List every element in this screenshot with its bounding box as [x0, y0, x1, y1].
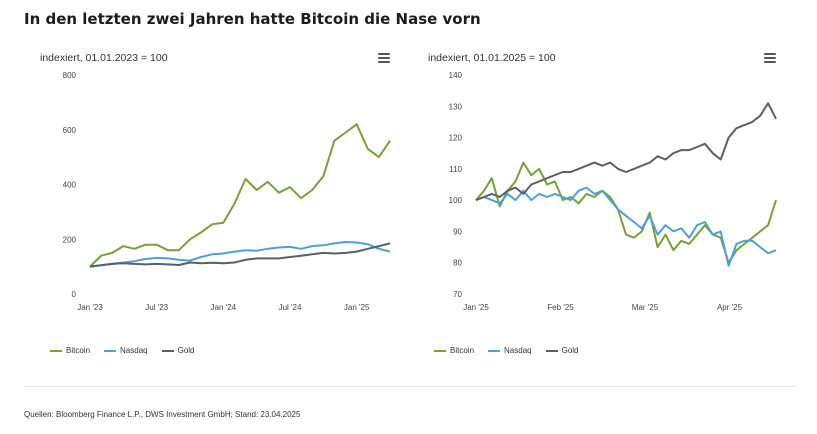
- x-tick-label: Jan '25: [463, 303, 489, 312]
- series-line-gold: [475, 102, 777, 202]
- y-tick-label: 0: [72, 290, 77, 299]
- y-tick-label: 400: [63, 181, 77, 190]
- hamburger-menu-icon[interactable]: [378, 53, 390, 64]
- legend-item-gold[interactable]: Gold: [161, 346, 195, 355]
- legend-swatch: [50, 349, 62, 352]
- series-line-gold: [89, 242, 391, 268]
- legend-swatch: [434, 349, 446, 352]
- chart-subtitle: indexiert, 01.01.2025 = 100: [428, 52, 556, 64]
- y-tick-label: 90: [453, 227, 462, 236]
- x-tick-label: Mar '25: [632, 303, 659, 312]
- y-tick-label: 200: [63, 235, 77, 244]
- y-tick-label: 100: [449, 196, 463, 205]
- series-line-nasdaq: [89, 241, 391, 268]
- legend-label: Gold: [561, 346, 579, 355]
- chart-panel-since-2025: indexiert, 01.01.2025 = 100 70 80 90 100 110…: [412, 44, 792, 364]
- series-line-nasdaq: [475, 186, 777, 267]
- chart-svg-since-2025: 70 80 90 100 110 120 130 140 Jan '25 Feb '25 Mar '…: [449, 71, 777, 312]
- chart-legend: Bitcoin Nasdaq Gold: [434, 346, 579, 355]
- footer-divider: [24, 386, 797, 387]
- page-title: In den letzten zwei Jahren hatte Bitcoin…: [24, 10, 481, 28]
- x-tick-label: Feb '25: [547, 303, 574, 312]
- legend-item-nasdaq[interactable]: Nasdaq: [104, 346, 148, 355]
- chart-legend: Bitcoin Nasdaq Gold: [50, 346, 195, 355]
- x-tick-label: Apr '25: [717, 303, 743, 312]
- hamburger-menu-icon[interactable]: [764, 53, 776, 64]
- legend-item-nasdaq[interactable]: Nasdaq: [488, 346, 532, 355]
- chart-svg-since-2023: 0 200 400 600 800 Jan '23 Jul '23 Jan '24 Jul '2…: [63, 71, 391, 312]
- source-note: Quellen: Bloomberg Finance L.P., DWS Inv…: [24, 410, 301, 419]
- chart-panel-since-2023: indexiert, 01.01.2023 = 100 0 200 400 600 80…: [24, 44, 404, 364]
- y-tick-label: 140: [449, 71, 463, 80]
- y-tick-label: 800: [63, 71, 77, 80]
- y-tick-label: 130: [449, 102, 463, 111]
- y-tick-label: 600: [63, 126, 77, 135]
- x-tick-label: Jan '25: [344, 303, 370, 312]
- legend-swatch: [104, 349, 117, 352]
- legend-item-bitcoin[interactable]: Bitcoin: [50, 346, 90, 355]
- x-tick-label: Jan '23: [77, 303, 103, 312]
- y-tick-label: 70: [453, 290, 462, 299]
- series-line-bitcoin: [89, 123, 391, 268]
- legend-item-gold[interactable]: Gold: [545, 346, 579, 355]
- legend-label: Nasdaq: [120, 346, 148, 355]
- x-tick-label: Jul '23: [145, 303, 168, 312]
- legend-label: Bitcoin: [450, 346, 475, 355]
- x-tick-label: Jan '24: [211, 303, 237, 312]
- y-tick-label: 120: [449, 134, 463, 143]
- y-tick-label: 80: [453, 259, 462, 268]
- legend-swatch: [161, 349, 174, 352]
- legend-swatch: [545, 349, 558, 352]
- legend-label: Bitcoin: [66, 346, 91, 355]
- legend-swatch: [488, 349, 501, 352]
- y-tick-label: 110: [449, 165, 462, 174]
- legend-label: Gold: [177, 346, 195, 355]
- x-tick-label: Jul '24: [279, 303, 302, 312]
- chart-subtitle: indexiert, 01.01.2023 = 100: [40, 52, 168, 64]
- legend-item-bitcoin[interactable]: Bitcoin: [434, 346, 474, 355]
- legend-label: Nasdaq: [504, 346, 532, 355]
- series-line-bitcoin: [475, 161, 777, 264]
